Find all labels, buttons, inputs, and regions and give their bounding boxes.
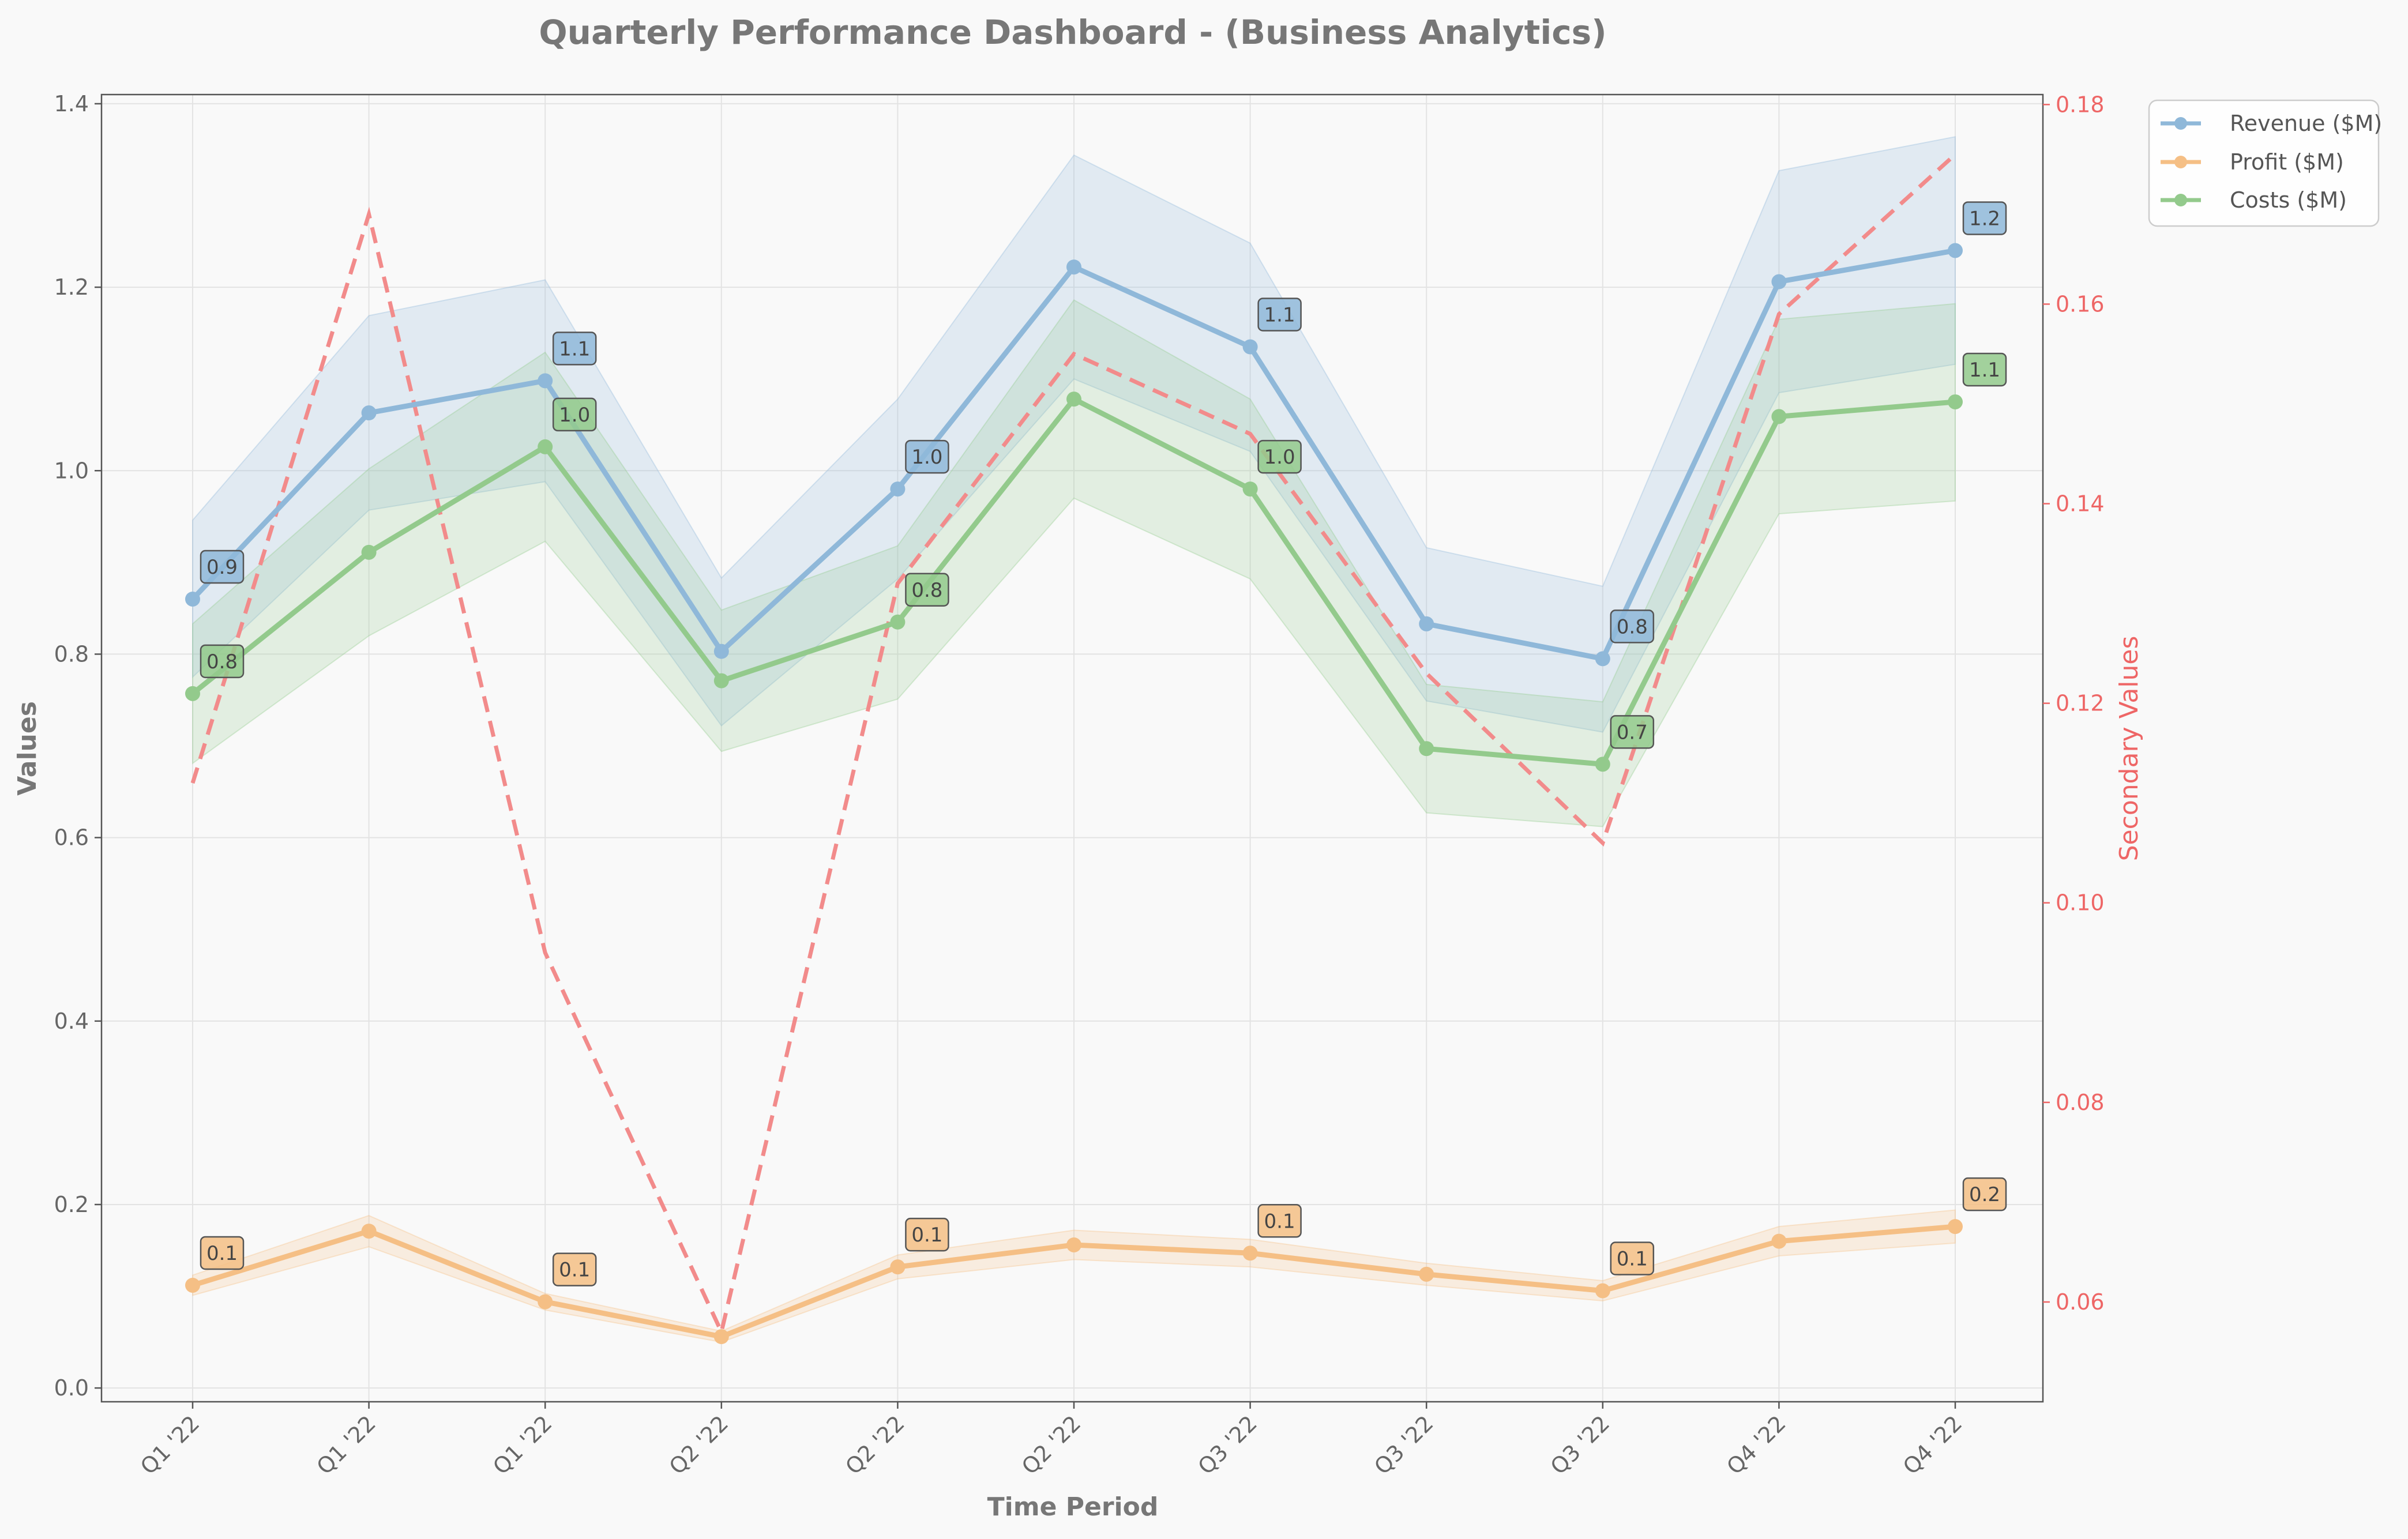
data-label: 0.1 [911,1224,942,1247]
y2-tick-label: 0.12 [2056,691,2105,716]
y-tick-label: 1.2 [54,274,89,300]
data-point [1243,481,1258,496]
legend-marker-profit [2174,156,2187,168]
y2-tick-label: 0.16 [2056,291,2105,317]
data-point [1066,259,1081,274]
y-tick-label: 1.0 [54,458,89,483]
data-point [1066,392,1081,407]
data-point [362,1224,377,1239]
chart-title: Quarterly Performance Dashboard - (Busin… [539,13,1606,52]
data-point [1243,1246,1258,1260]
data-label: 0.1 [559,1259,590,1282]
legend-marker-costs [2174,194,2187,206]
data-label: 0.1 [1617,1248,1648,1271]
y-axis-title: Values [13,701,42,796]
data-point [1948,394,1963,409]
data-point [185,592,200,607]
y2-tick-label: 0.14 [2056,491,2105,517]
x-axis-title: Time Period [987,1492,1159,1522]
data-point [538,373,553,388]
data-point [1243,339,1258,354]
data-label: 0.1 [206,1242,238,1265]
data-point [1419,616,1434,631]
data-point [714,644,729,659]
y2-tick-label: 0.18 [2056,92,2105,117]
data-label: 1.1 [1969,359,2000,382]
data-point [538,439,553,454]
legend-marker-revenue [2174,117,2187,130]
data-point [890,1259,905,1274]
data-label: 1.2 [1969,207,2000,230]
data-label: 0.1 [1264,1210,1295,1233]
data-point [362,545,377,560]
data-point [1595,651,1610,666]
y2-tick-label: 0.10 [2056,890,2105,916]
data-point [1419,741,1434,756]
data-point [714,1329,729,1344]
data-label: 0.2 [1969,1183,2000,1206]
data-label: 1.1 [1264,303,1295,326]
y-tick-label: 0.6 [54,825,89,851]
y-tick-label: 0.8 [54,641,89,667]
data-point [185,1278,200,1293]
data-point [1595,1284,1610,1299]
data-point [1771,274,1786,289]
data-point [714,673,729,688]
data-point [362,405,377,420]
data-point [1948,243,1963,258]
y2-tick-label: 0.06 [2056,1289,2105,1315]
y-tick-label: 0.4 [54,1009,89,1034]
y-tick-label: 0.2 [54,1192,89,1217]
legend: Revenue ($M) Profit ($M) Costs ($M) [2149,100,2382,226]
data-label: 1.0 [1264,446,1295,469]
y2-axis-title: Secondary Values [2114,636,2144,861]
data-point [890,481,905,496]
data-point [1419,1267,1434,1282]
data-point [1948,1219,1963,1234]
data-label: 0.8 [1617,615,1648,638]
y2-tick-label: 0.08 [2056,1090,2105,1115]
legend-label-revenue: Revenue ($M) [2230,111,2382,136]
data-point [185,686,200,701]
data-point [538,1295,553,1310]
data-label: 1.0 [911,446,942,469]
data-point [1066,1237,1081,1252]
legend-label-costs: Costs ($M) [2230,187,2347,213]
data-label: 0.8 [911,579,942,602]
data-label: 0.7 [1617,721,1648,744]
data-label: 1.1 [559,337,590,360]
data-point [1771,1234,1786,1249]
data-point [1595,757,1610,772]
data-point [890,615,905,630]
data-label: 0.9 [206,556,238,579]
data-point [1771,409,1786,424]
y-tick-label: 1.4 [54,91,89,116]
data-label: 0.8 [206,650,238,673]
y-tick-label: 0.0 [54,1375,89,1401]
data-label: 1.0 [559,404,590,427]
legend-label-profit: Profit ($M) [2230,149,2344,175]
